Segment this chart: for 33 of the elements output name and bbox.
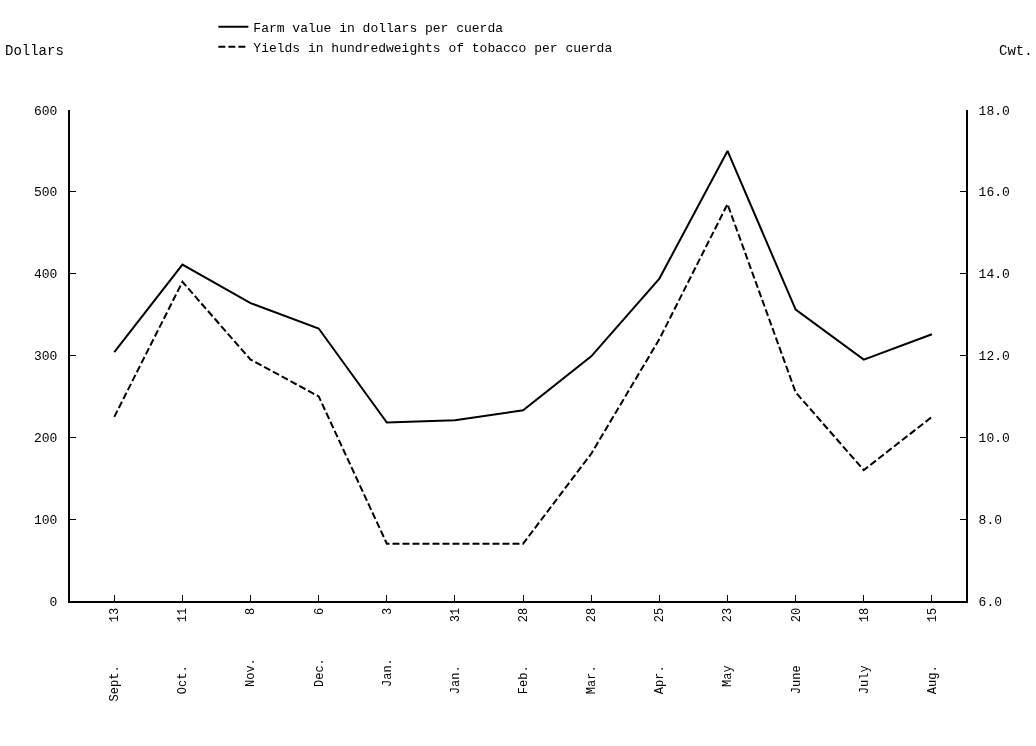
x-tick-label: May 23 [721,607,736,688]
line-series [113,149,933,424]
y2-tick-label: 18.0 [978,103,1010,119]
y2-axis-title: Cwt. [999,43,1033,59]
x-tick-label: Dec. 6 [312,607,327,688]
x-tick-label: Sept. 13 [108,607,123,702]
y-tick-label: 200 [33,430,58,446]
x-tick-label: Nov. 8 [244,607,259,688]
x-tick-label: Apr. 25 [653,607,668,695]
y-tick-label: 100 [33,512,58,528]
y-axis-title: Dollars [5,43,64,59]
y2-tick-label: 6.0 [978,594,1003,610]
line-series [113,203,933,545]
x-tick-label: Mar. 28 [585,607,600,695]
x-tick-label: Feb. 28 [517,607,532,695]
y2-tick-label: 14.0 [978,267,1010,283]
y2-tick-label: 8.0 [978,512,1003,528]
y2-tick-label: 10.0 [978,430,1010,446]
y-tick-label: 500 [33,185,58,201]
x-tick-label: Jan. 3 [380,607,395,688]
y-tick-label: 0 [49,594,58,610]
y2-tick-label: 12.0 [978,349,1010,365]
y-tick-label: 600 [33,103,58,119]
y-tick-label: 400 [33,267,58,283]
x-tick-label: Oct. 11 [176,607,191,695]
x-tick-label: July 18 [857,607,872,695]
y2-tick-label: 16.0 [978,185,1010,201]
x-tick-label: Aug. 15 [925,607,940,695]
x-tick-label: June 20 [789,607,804,695]
legend-label: Farm value in dollars per cuerda [253,20,504,36]
legend-label: Yields in hundredweights of tobacco per cuerda [253,40,613,56]
y-tick-label: 300 [33,349,58,365]
x-tick-label: Jan. 31 [448,607,463,695]
